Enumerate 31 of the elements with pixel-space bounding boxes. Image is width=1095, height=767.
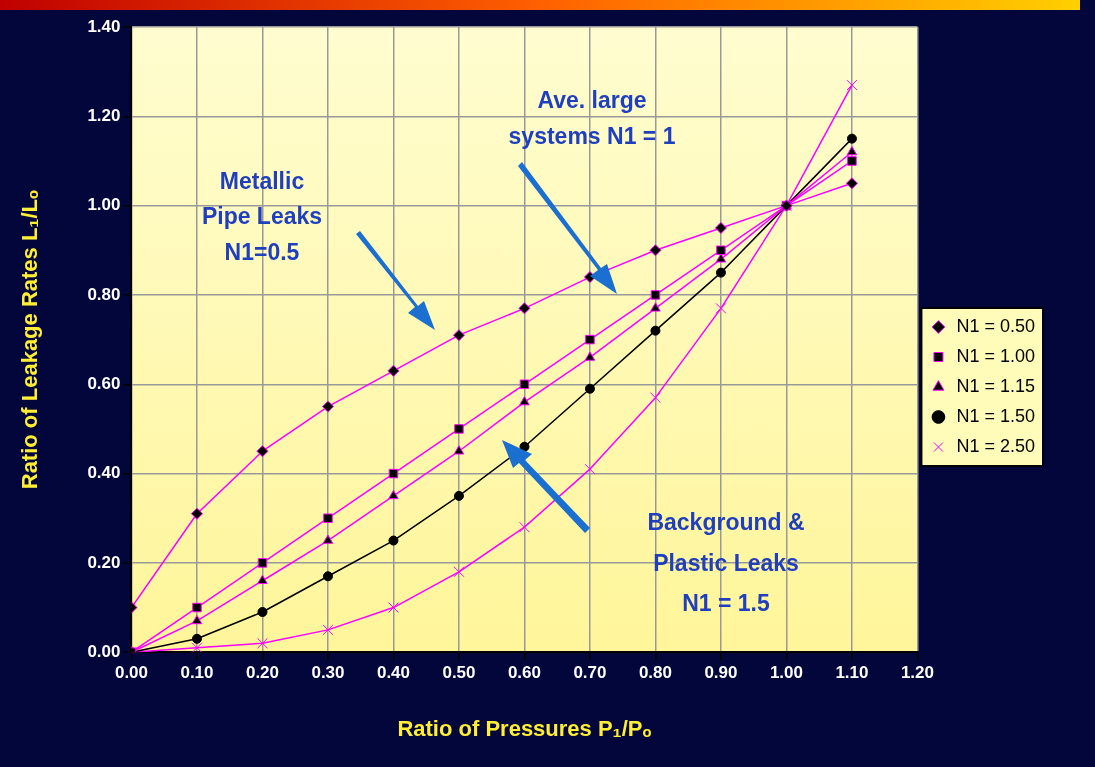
annotation: Metallic Pipe Leaks N1=0.5 <box>201 168 323 266</box>
annotation: Background & Plastic Leaks N1 = 1.5 <box>647 509 805 617</box>
x-tick-label: 0.10 <box>180 663 214 683</box>
x-tick-label: 1.00 <box>769 663 803 683</box>
x-tick-label: 0.20 <box>245 663 280 683</box>
y-axis-title: Ratio of Leakage Rates L₁/Lₒ <box>17 189 43 490</box>
x-tick-label: 0.90 <box>704 663 738 683</box>
y-tick-label: 0.80 <box>87 284 121 304</box>
y-tick-label: 0.60 <box>87 373 121 393</box>
legend-label: N1 = 1.50 <box>956 405 1036 426</box>
legend-label: N1 = 1.00 <box>956 345 1036 366</box>
x-tick-label: 1.20 <box>900 663 934 683</box>
y-tick-label: 1.40 <box>87 16 121 36</box>
legend-label: N1 = 0.50 <box>956 315 1036 336</box>
y-tick-label: 1.00 <box>87 195 121 215</box>
x-tick-label: 1.10 <box>835 663 869 683</box>
x-tick-label: 0.50 <box>442 663 476 683</box>
y-tick-label: 0.20 <box>87 552 121 572</box>
x-tick-label: 0.40 <box>376 663 411 683</box>
x-tick-label: 0.80 <box>638 663 672 683</box>
x-axis-title: Ratio of Pressures P₁/Pₒ <box>397 715 652 741</box>
legend-label: N1 = 1.15 <box>956 375 1036 396</box>
x-tick-label: 0.60 <box>507 663 542 683</box>
x-tick-label: 0.70 <box>573 663 607 683</box>
annotation: Ave. large systems N1 = 1 <box>508 87 676 150</box>
y-tick-label: 1.20 <box>87 106 121 125</box>
x-tick-label: 0.30 <box>311 663 345 683</box>
x-tick-label: 0.00 <box>114 663 149 683</box>
y-tick-label: 0.00 <box>87 641 121 661</box>
legend-label: N1 = 2.50 <box>956 435 1036 456</box>
y-tick-label: 0.40 <box>87 463 121 483</box>
